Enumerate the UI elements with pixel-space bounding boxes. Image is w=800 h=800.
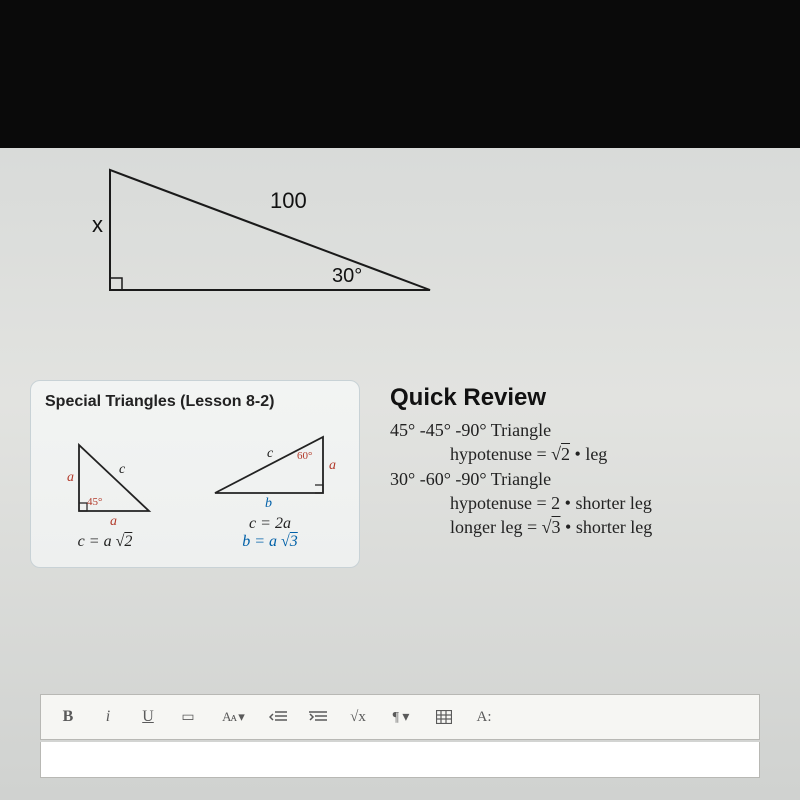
triangle-60-cell: a b c 60° c = 2a b = a √3 [195,419,345,551]
reference-row: Special Triangles (Lesson 8-2) a a c 45° c … [30,380,770,568]
outdent-button[interactable] [261,702,295,732]
svg-text:45°: 45° [87,496,102,508]
triangle-45-cell: a a c 45° c = a √2 [45,437,165,551]
quick-review-line: longer leg = √3 • shorter leg [390,515,770,539]
indent-button[interactable] [301,702,335,732]
problem-triangle: x 100 30° [70,160,470,320]
formula-60-c: c = 2a [195,515,345,533]
svg-text:60°: 60° [297,450,312,462]
svg-text:b: b [265,496,272,509]
svg-text:a: a [110,514,117,527]
quick-review-line: 45° -45° -90° Triangle [390,418,770,442]
svg-text:a: a [329,458,336,473]
formula-60-b: b = a √3 [195,533,345,551]
italic-button[interactable]: i [91,702,125,732]
underline-button[interactable]: U [131,702,165,732]
editor-toolbar: BiU▭Aᴀ ▾ √x¶ ▾ A: [40,694,760,740]
special-triangles-card: Special Triangles (Lesson 8-2) a a c 45° c … [30,380,360,568]
svg-text:x: x [92,212,103,237]
svg-text:100: 100 [270,188,307,213]
quick-review-line: hypotenuse = 2 • shorter leg [390,491,770,515]
video-icon[interactable]: ▭ [171,702,205,732]
editor-input[interactable] [40,742,760,778]
sqrt-button[interactable]: √x [341,702,375,732]
formula-45: c = a √2 [45,533,165,551]
svg-text:a: a [67,470,74,485]
svg-text:c: c [267,446,274,461]
font-size-button[interactable]: Aᴀ ▾ [211,702,255,732]
quick-review-panel: Quick Review 45° -45° -90° Trianglehypot… [390,380,770,539]
table-button[interactable] [427,702,461,732]
quick-review-title: Quick Review [390,384,770,412]
redaction-bar [0,0,800,148]
clear-format-button[interactable]: A: [467,702,501,732]
special-triangles-title: Special Triangles (Lesson 8-2) [45,393,345,411]
quick-review-line: hypotenuse = √2 • leg [390,442,770,466]
svg-text:30°: 30° [332,265,362,287]
content-area: x 100 30° Special Triangles (Lesson 8-2) a… [30,155,770,568]
worksheet-canvas: x 100 30° Special Triangles (Lesson 8-2) a… [0,0,800,800]
svg-text:c: c [119,462,126,477]
bold-button[interactable]: B [51,702,85,732]
paragraph-button[interactable]: ¶ ▾ [381,702,421,732]
quick-review-line: 30° -60° -90° Triangle [390,467,770,491]
